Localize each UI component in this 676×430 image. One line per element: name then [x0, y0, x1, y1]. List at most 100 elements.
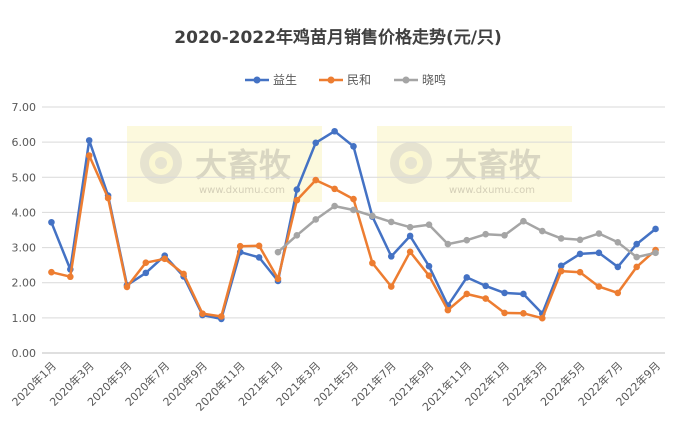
- data-point: [312, 139, 320, 147]
- data-point: [406, 248, 414, 256]
- data-point: [614, 263, 622, 271]
- gridlines: [42, 106, 665, 354]
- y-tick-label: 0.00: [12, 347, 37, 360]
- data-point: [444, 306, 452, 314]
- data-point: [482, 282, 489, 290]
- data-point: [312, 176, 320, 184]
- data-point: [312, 216, 320, 223]
- data-point: [425, 272, 433, 279]
- data-point: [67, 273, 74, 281]
- data-point: [293, 186, 301, 193]
- data-point: [350, 143, 357, 150]
- watermark-left: 大畜牧 www.dxumu.com: [127, 126, 322, 202]
- legend-label: 晓鸣: [422, 72, 446, 87]
- data-point: [236, 242, 244, 250]
- y-axis: 0.00 1.00 2.00 3.00 4.00 5.00 6.00 7.00: [12, 101, 37, 360]
- data-point: [633, 253, 640, 261]
- data-point: [85, 152, 93, 159]
- data-point: [501, 309, 508, 317]
- data-point: [557, 262, 565, 270]
- data-point: [482, 230, 489, 238]
- data-point: [142, 259, 150, 266]
- data-point: [501, 231, 508, 239]
- series-2: [48, 152, 659, 322]
- watermark-brand: 大畜牧: [195, 146, 292, 184]
- data-point: [576, 236, 584, 244]
- data-point: [293, 231, 301, 239]
- data-point: [331, 185, 338, 193]
- data-point: [614, 239, 622, 246]
- data-point: [218, 313, 225, 320]
- data-point: [293, 196, 301, 204]
- data-point: [633, 263, 640, 271]
- y-tick-label: 5.00: [12, 171, 37, 184]
- legend-label: 民和: [347, 73, 371, 87]
- data-point: [180, 270, 187, 278]
- data-point: [520, 309, 527, 317]
- y-tick-label: 7.00: [12, 101, 37, 114]
- data-point: [482, 295, 489, 302]
- series-layer: [48, 127, 659, 323]
- data-point: [538, 227, 546, 235]
- y-tick-label: 6.00: [12, 136, 37, 149]
- y-tick-label: 1.00: [12, 312, 37, 325]
- data-point: [350, 206, 357, 214]
- data-point: [48, 268, 55, 276]
- data-point: [463, 274, 471, 281]
- data-point: [520, 290, 527, 298]
- data-point: [369, 259, 376, 267]
- y-tick-label: 2.00: [12, 277, 37, 290]
- data-point: [652, 249, 659, 257]
- data-point: [387, 218, 395, 226]
- data-point: [331, 202, 338, 210]
- legend-label: 益生: [273, 73, 297, 87]
- data-point: [104, 194, 112, 202]
- legend: 益生 民和 晓鸣: [245, 72, 446, 87]
- chart-title: 2020-2022年鸡苗月销售价格走势(元/只): [174, 27, 501, 48]
- data-point: [576, 250, 584, 258]
- legend-marker: [402, 76, 410, 84]
- data-point: [142, 269, 150, 277]
- data-point: [199, 310, 206, 317]
- x-axis: 2020年1月2020年3月2020年5月2020年7月2020年9月2020年…: [9, 359, 663, 414]
- data-point: [595, 249, 603, 257]
- legend-marker: [327, 76, 335, 84]
- watermark-logo-icon: [390, 142, 432, 184]
- data-point: [520, 217, 527, 225]
- data-point: [387, 283, 395, 290]
- data-point: [538, 314, 546, 322]
- data-point: [444, 240, 452, 248]
- data-point: [633, 240, 640, 248]
- data-point: [274, 275, 282, 283]
- data-point: [425, 262, 433, 270]
- watermark-logo-icon: [140, 142, 182, 184]
- data-point: [463, 290, 471, 298]
- watermark-url: www.dxumu.com: [449, 185, 535, 196]
- data-point: [406, 232, 414, 240]
- data-point: [614, 289, 622, 297]
- data-point: [463, 236, 471, 244]
- data-point: [369, 212, 376, 220]
- data-point: [123, 283, 131, 291]
- data-point: [557, 235, 565, 242]
- watermark-brand: 大畜牧: [445, 146, 542, 184]
- data-point: [595, 230, 603, 237]
- y-tick-label: 4.00: [12, 206, 37, 219]
- data-point: [48, 218, 55, 226]
- data-point: [255, 254, 263, 261]
- y-tick-label: 3.00: [12, 242, 37, 255]
- data-point: [331, 127, 338, 135]
- data-point: [652, 225, 659, 233]
- watermark-url: www.dxumu.com: [199, 185, 285, 196]
- data-point: [425, 221, 433, 229]
- data-point: [576, 268, 584, 276]
- data-point: [85, 137, 93, 144]
- data-point: [557, 267, 565, 275]
- watermark-right: 大畜牧 www.dxumu.com: [377, 126, 572, 202]
- data-point: [255, 242, 263, 250]
- data-point: [595, 283, 603, 290]
- data-point: [406, 223, 414, 231]
- data-point: [274, 248, 282, 256]
- data-point: [387, 253, 395, 260]
